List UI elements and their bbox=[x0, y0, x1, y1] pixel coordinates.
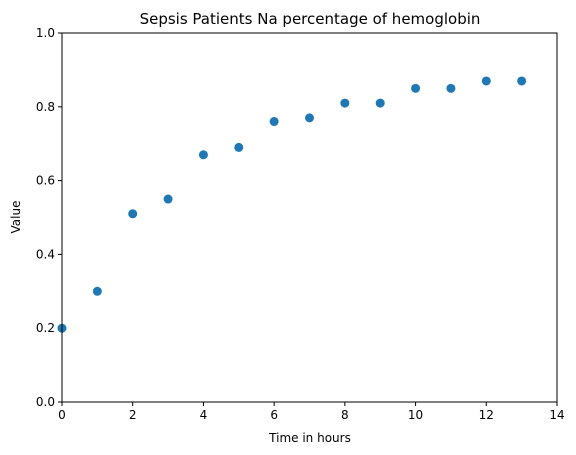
y-tick-label: 0.6 bbox=[36, 174, 55, 188]
x-tick-label: 4 bbox=[200, 408, 208, 422]
x-tick-label: 10 bbox=[408, 408, 423, 422]
y-tick-label: 0.0 bbox=[36, 395, 55, 409]
x-tick-label: 14 bbox=[549, 408, 564, 422]
data-point bbox=[198, 150, 208, 160]
y-axis-ticks: 0.0 0.2 0.4 0.6 0.8 1.0 bbox=[36, 26, 62, 409]
data-point bbox=[234, 142, 244, 152]
data-point bbox=[481, 76, 491, 86]
data-point bbox=[411, 83, 421, 93]
data-point bbox=[163, 194, 173, 204]
y-tick-label: 0.8 bbox=[36, 100, 55, 114]
y-tick-label: 0.2 bbox=[36, 321, 55, 335]
data-point bbox=[269, 117, 279, 127]
chart-title: Sepsis Patients Na percentage of hemoglo… bbox=[140, 10, 481, 28]
data-point bbox=[517, 76, 527, 86]
data-point bbox=[128, 209, 138, 219]
x-tick-label: 6 bbox=[270, 408, 278, 422]
data-point bbox=[340, 98, 350, 108]
data-point bbox=[92, 286, 102, 296]
y-tick-label: 1.0 bbox=[36, 26, 55, 40]
x-axis-label: Time in hours bbox=[268, 431, 351, 445]
data-points bbox=[57, 76, 527, 333]
plot-frame bbox=[61, 32, 558, 403]
y-axis-label: Value bbox=[9, 201, 23, 234]
y-tick-label: 0.4 bbox=[36, 247, 55, 261]
x-tick-label: 2 bbox=[129, 408, 137, 422]
data-point bbox=[305, 113, 314, 123]
data-point bbox=[375, 98, 385, 108]
x-tick-label: 0 bbox=[58, 408, 66, 422]
x-axis-ticks: 0 2 4 6 8 10 12 14 bbox=[58, 402, 565, 422]
x-tick-label: 8 bbox=[341, 408, 349, 422]
data-point bbox=[446, 83, 456, 93]
x-tick-label: 12 bbox=[479, 408, 494, 422]
